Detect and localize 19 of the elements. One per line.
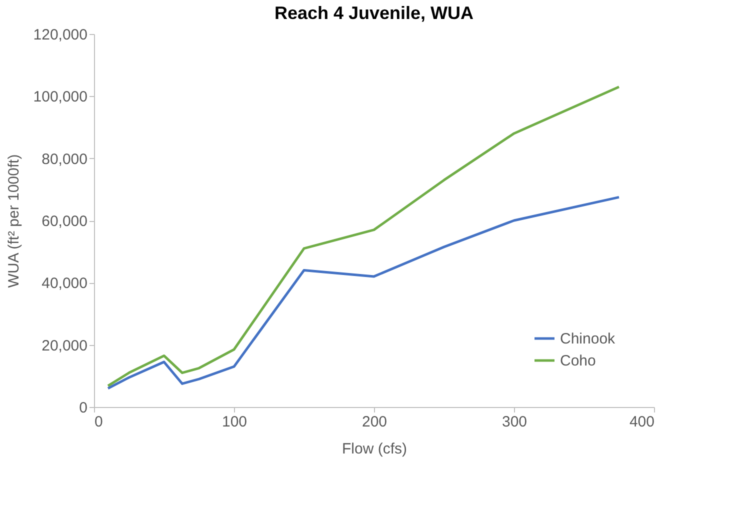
y-tick-label: 120,000 [33,26,88,44]
x-tick-label: 300 [502,414,528,430]
x-tick-label: 0 [94,414,103,430]
y-tick-label: 60,000 [42,213,88,230]
y-tick-label: 0 [79,400,88,416]
legend-label: Chinook [560,330,616,348]
y-tick-label: 100,000 [33,88,88,106]
y-tick-label: 20,000 [42,337,88,354]
line-series [106,196,620,390]
y-tick-label: 40,000 [42,275,88,292]
chart-title: Reach 4 Juvenile, WUA [274,3,474,23]
x-axis-title: Flow (cfs) [342,440,407,458]
x-tick-label: 100 [222,414,248,430]
y-tick-label: 80,000 [42,150,88,168]
x-tick-label: 400 [629,414,654,430]
y-axis-title: WUA (ft² per 1000ft) [5,154,22,288]
x-tick-label: 200 [362,414,388,430]
line-series [106,86,620,388]
legend-label: Coho [560,352,596,370]
